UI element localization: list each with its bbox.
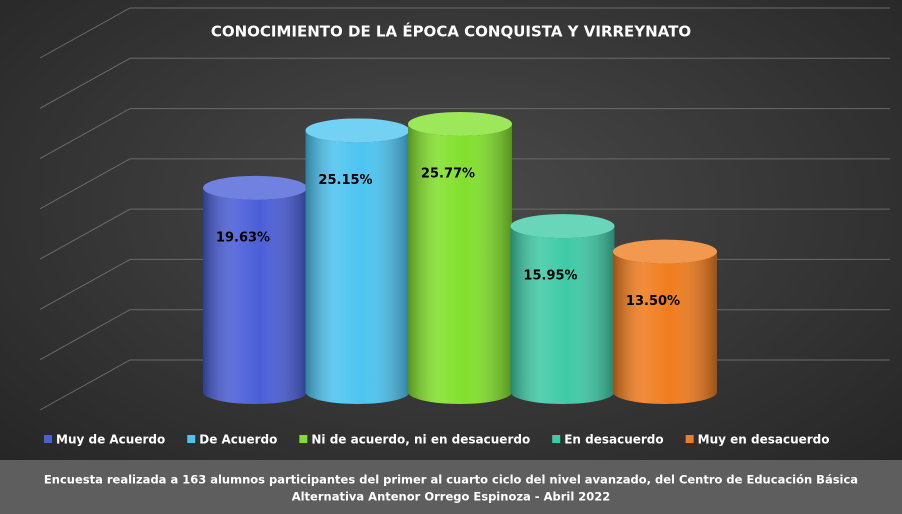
bar-shade: [203, 187, 307, 404]
bar-top-light: [203, 175, 307, 200]
bar-top: [408, 111, 512, 136]
bar-shade: [408, 123, 512, 404]
legend-swatch: [44, 435, 52, 443]
legend-label: En desacuerdo: [564, 433, 663, 447]
bar-top: [510, 214, 615, 239]
grid-line: [39, 158, 890, 210]
grid-line: [39, 57, 890, 109]
bar-shade: [510, 226, 615, 404]
bar-top-light: [305, 118, 410, 143]
data-label: 25.77%: [421, 166, 475, 181]
chart-title: CONOCIMIENTO DE LA ÉPOCA CONQUISTA Y VIR…: [211, 22, 691, 41]
grid-line: [39, 7, 890, 59]
grid-line: [39, 208, 890, 260]
bar-top-light: [408, 111, 512, 136]
grid-line: [39, 108, 890, 160]
data-label: 15.95%: [523, 269, 577, 284]
bar-top: [613, 239, 717, 264]
data-label: 25.15%: [318, 173, 372, 188]
legend-label: De Acuerdo: [199, 433, 277, 447]
legend-label: Muy en desacuerdo: [698, 433, 830, 447]
legend-swatch: [187, 435, 196, 443]
bar-shade: [613, 251, 717, 404]
legend-label: Ni de acuerdo, ni en desacuerdo: [311, 433, 530, 447]
caption-band: [0, 460, 902, 514]
caption: Alternativa Antenor Orrego Espinoza - Ab…: [292, 490, 611, 504]
legend-swatch: [685, 435, 694, 443]
legend-swatch: [299, 435, 308, 443]
bar-top: [305, 118, 410, 143]
data-label: 19.63%: [216, 230, 270, 245]
bar-shade: [305, 130, 410, 404]
bar-top-light: [613, 239, 717, 264]
data-label: 13.50%: [626, 294, 680, 309]
caption: Encuesta realizada a 163 alumnos partici…: [44, 473, 858, 487]
legend-swatch: [552, 435, 561, 443]
bar-top-light: [510, 214, 615, 239]
bar-top: [203, 175, 307, 200]
legend-label: Muy de Acuerdo: [56, 433, 165, 447]
